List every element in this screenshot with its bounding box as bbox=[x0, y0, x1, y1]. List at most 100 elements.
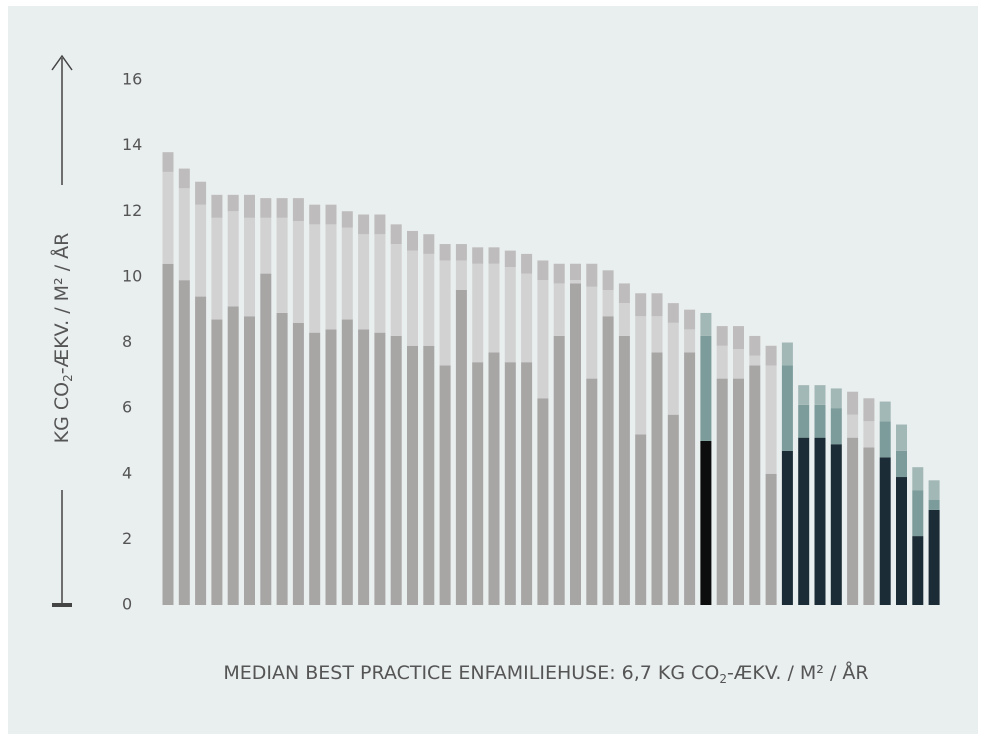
bar-segment bbox=[407, 345, 418, 605]
bar-segment bbox=[896, 477, 907, 605]
bar-segment bbox=[781, 450, 793, 605]
bar-segment bbox=[798, 437, 810, 605]
y-label-part: KG CO bbox=[51, 382, 73, 443]
bar-segment bbox=[178, 168, 190, 189]
bar-segment bbox=[162, 152, 174, 172]
bar-segment bbox=[553, 283, 565, 336]
bar-segment bbox=[309, 224, 321, 333]
y-axis-label: KG CO2-ÆKV. / M² / ÅR bbox=[50, 233, 75, 444]
bar-segment bbox=[749, 335, 761, 356]
bar-segment bbox=[733, 349, 744, 379]
bar-segment bbox=[211, 319, 223, 605]
bar-segment bbox=[570, 280, 581, 284]
bar-segment bbox=[521, 273, 533, 363]
bar-segment bbox=[407, 230, 418, 251]
bar-segment bbox=[879, 421, 891, 458]
bar-segment bbox=[667, 414, 679, 605]
bar-segment bbox=[423, 253, 435, 346]
bar-segment bbox=[928, 480, 940, 500]
bar-segment bbox=[553, 335, 565, 605]
bar-segment bbox=[928, 509, 940, 605]
bar-segment bbox=[244, 194, 255, 218]
footer-part: -ÆKV. / M² / ÅR bbox=[727, 661, 869, 684]
bar-segment bbox=[276, 217, 288, 313]
bar-segment bbox=[488, 263, 500, 353]
bar-segment bbox=[765, 345, 777, 366]
y-label-sub: 2 bbox=[61, 374, 75, 382]
bar-segment bbox=[455, 290, 467, 605]
bar-segment bbox=[798, 385, 810, 405]
bar-segment bbox=[618, 283, 630, 304]
bar-segment bbox=[325, 329, 337, 605]
bar-segment bbox=[537, 398, 549, 605]
bar-segment bbox=[472, 247, 484, 264]
bar-segment bbox=[570, 283, 581, 605]
y-tick-label: 16 bbox=[122, 70, 142, 89]
bar-segment bbox=[602, 316, 614, 605]
bar-segment bbox=[488, 352, 500, 605]
bar-segment bbox=[700, 312, 712, 336]
bar-segment bbox=[244, 217, 255, 317]
bar-segment bbox=[374, 332, 386, 605]
bar-segment bbox=[684, 352, 696, 605]
bar-segment bbox=[830, 444, 842, 605]
bar-segment bbox=[618, 303, 630, 336]
y-label-part: -ÆKV. / M² / ÅR bbox=[50, 233, 73, 375]
bar-segment bbox=[455, 260, 467, 290]
bar-segment bbox=[863, 421, 875, 448]
bar-segment bbox=[847, 391, 859, 415]
bar-segment bbox=[912, 490, 924, 537]
footer-part: MEDIAN BEST PRACTICE ENFAMILIEHUSE: 6,7 … bbox=[223, 662, 719, 684]
bar-segment bbox=[195, 296, 207, 605]
bar-segment bbox=[749, 355, 761, 366]
bar-segment bbox=[292, 198, 304, 222]
bar-segment bbox=[830, 408, 842, 445]
bar-segment bbox=[700, 335, 712, 441]
bar-segment bbox=[896, 424, 907, 451]
bar-segment bbox=[651, 352, 663, 605]
bar-segment bbox=[195, 181, 207, 205]
bar-segment bbox=[227, 211, 239, 307]
bar-segment bbox=[504, 362, 516, 605]
bar-segment bbox=[260, 273, 272, 605]
bar-segment bbox=[325, 204, 337, 225]
bar-segment bbox=[292, 322, 304, 605]
bar-segment bbox=[504, 267, 516, 363]
bar-segment bbox=[814, 437, 826, 605]
bar-segment bbox=[896, 450, 907, 478]
bar-segment bbox=[700, 440, 712, 605]
bar-segment bbox=[667, 322, 679, 415]
bar-segment bbox=[912, 467, 924, 491]
bar-segment bbox=[455, 244, 467, 261]
bar-segment bbox=[814, 385, 826, 405]
bar-segment bbox=[586, 286, 598, 379]
bar-segment bbox=[651, 293, 663, 317]
bar-segment bbox=[341, 227, 353, 320]
bar-segment bbox=[733, 378, 744, 605]
bar-segment bbox=[423, 345, 435, 605]
bar-segment bbox=[407, 250, 418, 346]
bar-segment bbox=[178, 280, 190, 605]
bar-segment bbox=[830, 388, 842, 409]
bar-segment bbox=[260, 217, 272, 274]
bar-segment bbox=[879, 457, 891, 605]
y-tick-label: 14 bbox=[122, 135, 142, 154]
bar-segment bbox=[439, 260, 451, 366]
y-tick-label: 8 bbox=[122, 332, 132, 351]
bar-segment bbox=[325, 224, 337, 330]
y-tick-label: 12 bbox=[122, 201, 142, 220]
bar-segment bbox=[358, 214, 370, 235]
bar-segment bbox=[716, 326, 728, 346]
bar-segment bbox=[635, 434, 647, 605]
bar-segment bbox=[635, 316, 647, 435]
bar-segment bbox=[602, 270, 614, 290]
bar-segment bbox=[390, 244, 402, 336]
bar-segment bbox=[162, 263, 174, 605]
footer-label: MEDIAN BEST PRACTICE ENFAMILIEHUSE: 6,7 … bbox=[223, 661, 868, 686]
bar-segment bbox=[309, 332, 321, 605]
y-tick-label: 4 bbox=[122, 463, 132, 482]
bar-segment bbox=[651, 316, 663, 353]
bar-segment bbox=[504, 250, 516, 268]
bar-segment bbox=[586, 263, 598, 287]
